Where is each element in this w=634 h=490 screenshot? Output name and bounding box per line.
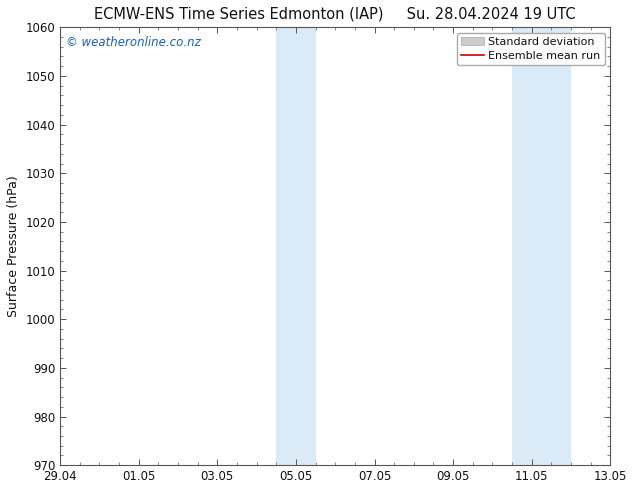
Bar <box>532 27 571 465</box>
Legend: Standard deviation, Ensemble mean run: Standard deviation, Ensemble mean run <box>457 33 605 65</box>
Bar <box>296 27 316 465</box>
Bar <box>276 27 296 465</box>
Text: © weatheronline.co.nz: © weatheronline.co.nz <box>65 36 200 49</box>
Bar <box>512 27 532 465</box>
Title: ECMW-ENS Time Series Edmonton (IAP)     Su. 28.04.2024 19 UTC: ECMW-ENS Time Series Edmonton (IAP) Su. … <box>94 7 576 22</box>
Y-axis label: Surface Pressure (hPa): Surface Pressure (hPa) <box>7 175 20 317</box>
